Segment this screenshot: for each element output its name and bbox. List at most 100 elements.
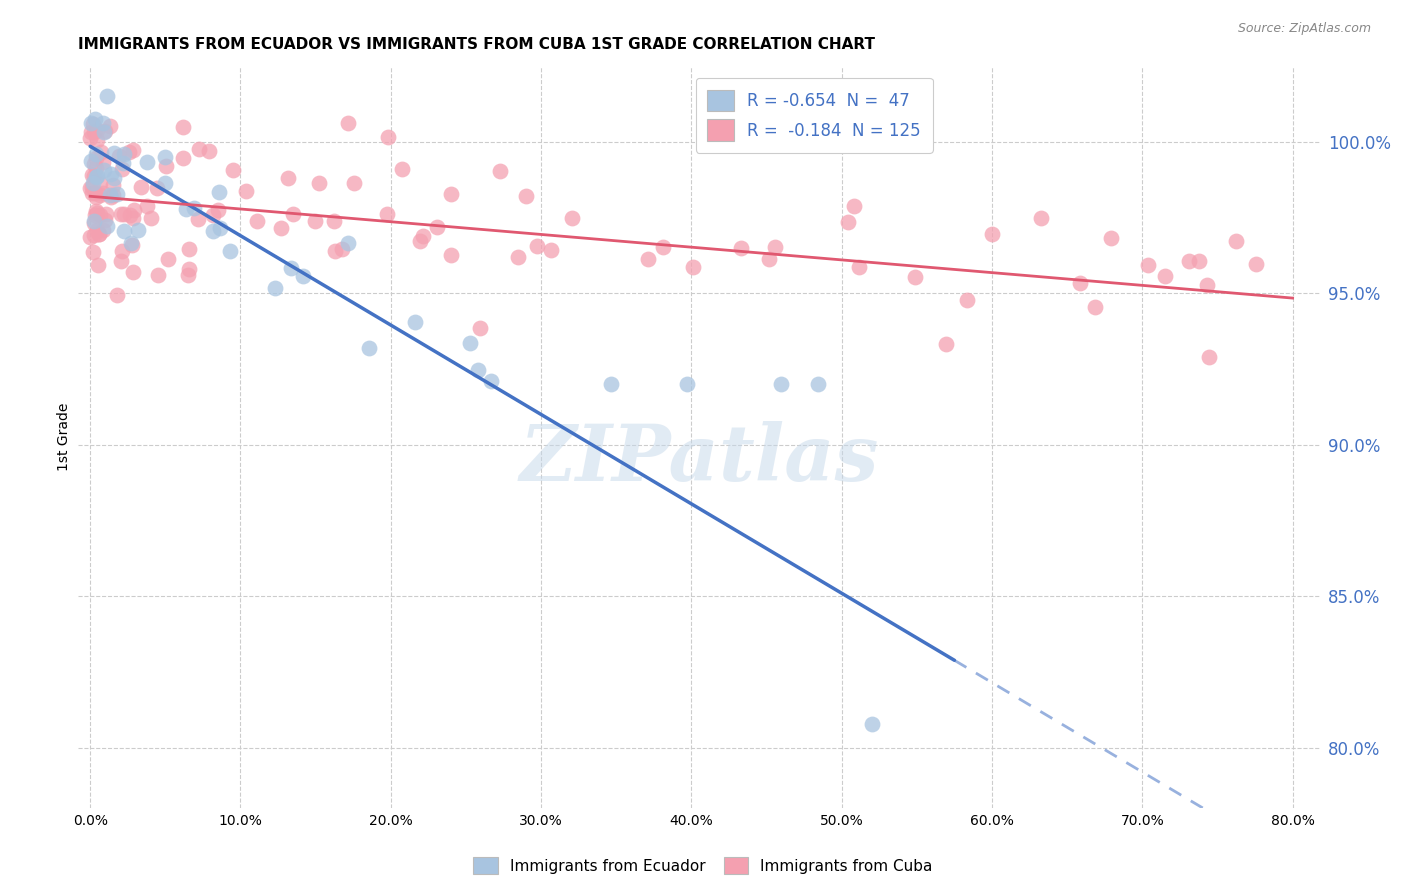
Point <box>807 377 830 392</box>
Point <box>80 125 103 139</box>
Point <box>270 221 292 235</box>
Point <box>111 161 134 176</box>
Text: Source: ZipAtlas.com: Source: ZipAtlas.com <box>1237 22 1371 36</box>
Point <box>84 170 107 185</box>
Text: IMMIGRANTS FROM ECUADOR VS IMMIGRANTS FROM CUBA 1ST GRADE CORRELATION CHART: IMMIGRANTS FROM ECUADOR VS IMMIGRANTS FR… <box>79 37 875 53</box>
Point <box>110 254 132 268</box>
Point <box>479 374 502 388</box>
Point <box>842 199 865 213</box>
Point <box>101 187 124 202</box>
Point <box>172 120 194 134</box>
Point <box>79 180 101 194</box>
Point <box>981 227 1004 241</box>
Point <box>84 112 107 126</box>
Point <box>79 131 101 145</box>
Point <box>120 236 142 251</box>
Point <box>83 227 105 242</box>
Point <box>467 362 489 376</box>
Point <box>84 190 107 204</box>
Point <box>183 202 205 216</box>
Point <box>202 223 225 237</box>
Point <box>136 155 159 169</box>
Point <box>177 268 200 283</box>
Point <box>83 169 105 183</box>
Point <box>86 223 108 237</box>
Point <box>139 211 162 225</box>
Point <box>377 129 399 144</box>
Point <box>179 261 201 276</box>
Point <box>172 151 194 165</box>
Point <box>89 208 111 222</box>
Point <box>83 216 105 230</box>
Point <box>1069 276 1091 290</box>
Point <box>89 177 111 191</box>
Point <box>308 176 330 190</box>
Point <box>177 242 200 256</box>
Point <box>526 239 548 253</box>
Point <box>1031 211 1053 225</box>
Point <box>359 341 381 355</box>
Point <box>763 239 786 253</box>
Point <box>188 142 211 156</box>
Point <box>80 186 103 201</box>
Point <box>218 244 240 258</box>
Point <box>83 125 105 139</box>
Point <box>304 214 326 228</box>
Point <box>155 177 177 191</box>
Point <box>201 209 224 223</box>
Y-axis label: 1st Grade: 1st Grade <box>58 403 72 471</box>
Point <box>675 377 697 392</box>
Point <box>769 377 792 392</box>
Point <box>337 116 360 130</box>
Point <box>440 186 463 201</box>
Point <box>94 123 117 137</box>
Point <box>440 248 463 262</box>
Point <box>86 133 108 147</box>
Point <box>120 208 142 222</box>
Point <box>112 224 135 238</box>
Point <box>468 321 491 335</box>
Point <box>1244 257 1267 271</box>
Point <box>127 223 149 237</box>
Point <box>98 187 121 202</box>
Point <box>91 186 114 201</box>
Text: ZIPatlas: ZIPatlas <box>519 421 879 498</box>
Point <box>146 268 169 282</box>
Point <box>488 164 510 178</box>
Point <box>146 181 169 195</box>
Point <box>956 293 979 308</box>
Point <box>93 155 115 169</box>
Point <box>110 207 132 221</box>
Point <box>208 185 231 199</box>
Point <box>103 171 125 186</box>
Point <box>337 235 360 250</box>
Point <box>122 265 145 279</box>
Point <box>87 258 110 272</box>
Point <box>100 167 122 181</box>
Point <box>730 240 752 254</box>
Point <box>136 199 159 213</box>
Point <box>837 215 859 229</box>
Point <box>82 244 104 259</box>
Point <box>209 221 232 235</box>
Point <box>84 204 107 219</box>
Point <box>935 337 957 351</box>
Point <box>292 269 315 284</box>
Point <box>83 207 105 221</box>
Point <box>82 176 104 190</box>
Point <box>1197 278 1219 293</box>
Point <box>91 223 114 237</box>
Point <box>330 242 353 256</box>
Point <box>82 169 104 183</box>
Point <box>112 156 135 170</box>
Point <box>758 252 780 266</box>
Point <box>79 229 101 244</box>
Point <box>103 146 125 161</box>
Point <box>96 89 118 103</box>
Point <box>98 119 121 133</box>
Point <box>1136 258 1159 272</box>
Point <box>82 180 104 194</box>
Point <box>94 213 117 227</box>
Point <box>129 179 152 194</box>
Point <box>93 125 115 139</box>
